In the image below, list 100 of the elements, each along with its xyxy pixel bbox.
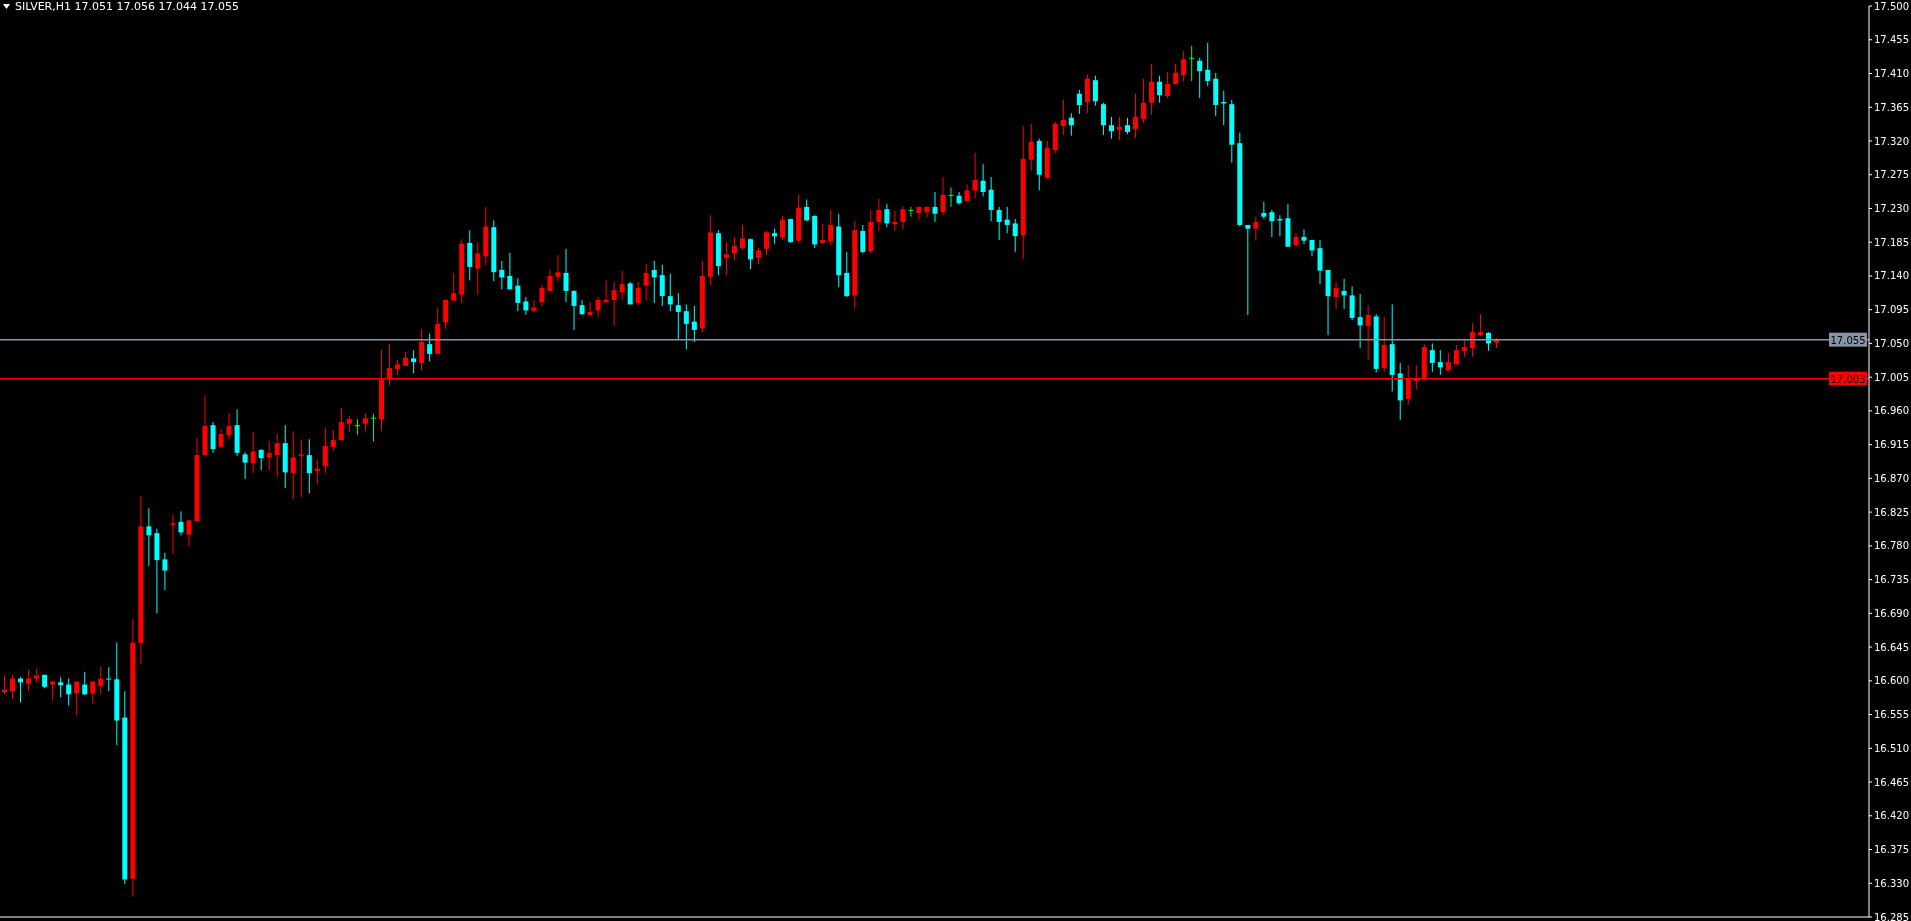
candlestick — [619, 270, 625, 301]
candlestick — [972, 152, 978, 200]
candlestick — [739, 224, 745, 251]
candlestick — [523, 296, 529, 316]
candlestick — [26, 669, 32, 692]
candlestick — [731, 236, 737, 261]
candlestick — [210, 421, 216, 454]
candlestick — [451, 272, 457, 302]
candlestick — [1189, 45, 1195, 82]
candlestick — [940, 176, 946, 216]
y-tick-label: 17.410 — [1874, 68, 1909, 80]
candlestick — [916, 206, 922, 221]
candlestick — [467, 229, 473, 281]
candlestick — [1365, 304, 1371, 361]
y-tick-label: 16.510 — [1874, 742, 1909, 754]
y-tick-label: 16.645 — [1874, 641, 1909, 653]
candlestick — [290, 430, 296, 500]
candlestick — [162, 552, 168, 591]
candlestick — [531, 299, 537, 313]
candlestick — [1269, 209, 1275, 238]
candlestick — [1028, 123, 1034, 172]
candlestick — [1108, 116, 1114, 140]
candlestick — [218, 428, 224, 449]
y-tick-label: 17.095 — [1874, 304, 1909, 316]
candlestick — [860, 224, 866, 254]
candlestick — [411, 349, 417, 374]
candlestick — [611, 281, 617, 327]
y-tick-label: 16.915 — [1874, 439, 1909, 451]
candlestick — [820, 223, 826, 244]
candlestick — [948, 186, 954, 208]
candlestick — [419, 328, 425, 371]
candlestick — [1301, 228, 1307, 245]
candlestick — [186, 519, 192, 548]
candlestick — [844, 251, 850, 298]
y-tick-label: 16.375 — [1874, 844, 1909, 856]
candlestick — [106, 666, 112, 692]
y-tick-label: 17.230 — [1874, 202, 1909, 214]
candlestick — [555, 254, 561, 282]
candlestick — [924, 205, 930, 218]
candlestick — [1068, 112, 1074, 137]
candlestick — [298, 438, 304, 498]
candlestick — [748, 237, 753, 270]
ref-line-label: 17.055 — [1830, 334, 1866, 346]
candlestick — [804, 198, 810, 222]
candlestick — [178, 510, 184, 536]
candlestick — [932, 191, 938, 223]
candlestick — [539, 284, 545, 308]
ref-line-label: 17.003 — [1830, 373, 1866, 385]
candlestick — [330, 429, 336, 452]
candlestick — [892, 210, 898, 232]
candlestick — [1245, 224, 1251, 316]
y-tick-label: 17.500 — [1874, 0, 1909, 12]
candlestick — [258, 448, 264, 471]
candlestick — [988, 176, 994, 222]
candlestick — [908, 206, 914, 218]
candlestick — [1012, 218, 1018, 253]
candlestick — [900, 205, 906, 230]
candlestick — [587, 301, 593, 316]
candlestick — [595, 296, 601, 318]
candlestick — [675, 292, 681, 340]
candlestick — [1116, 116, 1122, 141]
candlestick — [1197, 57, 1203, 99]
candlestick — [1076, 89, 1082, 115]
candlestick — [1469, 322, 1475, 358]
y-tick-label: 16.420 — [1874, 810, 1909, 822]
y-tick-label: 16.870 — [1874, 472, 1909, 484]
y-tick-label: 16.285 — [1874, 911, 1909, 921]
candlestick — [1349, 285, 1355, 321]
y-tick-label: 17.050 — [1874, 337, 1909, 349]
candlestick — [956, 191, 962, 206]
y-tick-label: 17.140 — [1874, 270, 1909, 282]
y-tick-label: 16.735 — [1874, 574, 1909, 586]
candlestick — [226, 412, 232, 440]
candlestick — [443, 298, 449, 330]
candlestick — [170, 513, 176, 555]
candlestick — [1149, 63, 1155, 116]
y-tick-label: 17.455 — [1874, 34, 1909, 46]
chart-title: SILVER,H1 17.051 17.056 17.044 17.055 — [15, 0, 239, 13]
candlestick — [1133, 93, 1139, 139]
candlestick — [980, 163, 986, 197]
candlestick — [427, 333, 433, 362]
y-tick-label: 16.465 — [1874, 776, 1909, 788]
candlestick — [1317, 239, 1323, 285]
candlestick — [764, 230, 770, 256]
y-tick-label: 16.555 — [1874, 709, 1909, 721]
candlestick — [667, 273, 673, 312]
candlestick — [314, 459, 320, 485]
candlestick — [1445, 352, 1451, 373]
candlestick — [1157, 75, 1163, 104]
candlestick — [242, 451, 248, 480]
candlestick — [1381, 316, 1387, 373]
candlestick — [146, 507, 152, 567]
candlestick — [1429, 342, 1435, 373]
candlestick — [643, 263, 649, 302]
y-tick-label: 17.275 — [1874, 169, 1909, 181]
candlestick — [1092, 75, 1098, 107]
candlestick — [266, 440, 272, 471]
y-tick-label: 16.330 — [1874, 877, 1909, 889]
candlestick — [82, 671, 88, 696]
y-tick-label: 16.825 — [1874, 506, 1909, 518]
